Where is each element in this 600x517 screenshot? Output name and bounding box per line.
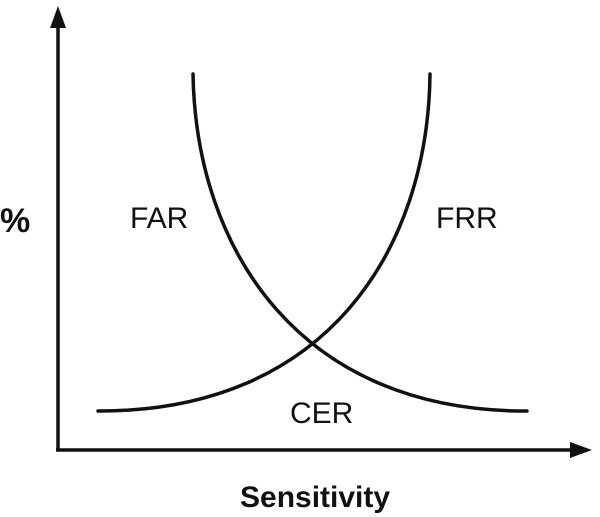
- y-axis-arrowhead: [50, 6, 66, 28]
- cer-label: CER: [290, 397, 353, 430]
- x-axis-title: Sensitivity: [240, 481, 390, 514]
- far-curve: [191, 72, 529, 413]
- y-axis-title: %: [0, 202, 30, 240]
- frr-curve: [96, 72, 432, 413]
- x-axis-arrowhead: [570, 442, 592, 458]
- far-label: FAR: [130, 202, 188, 235]
- frr-label: FRR: [436, 202, 498, 235]
